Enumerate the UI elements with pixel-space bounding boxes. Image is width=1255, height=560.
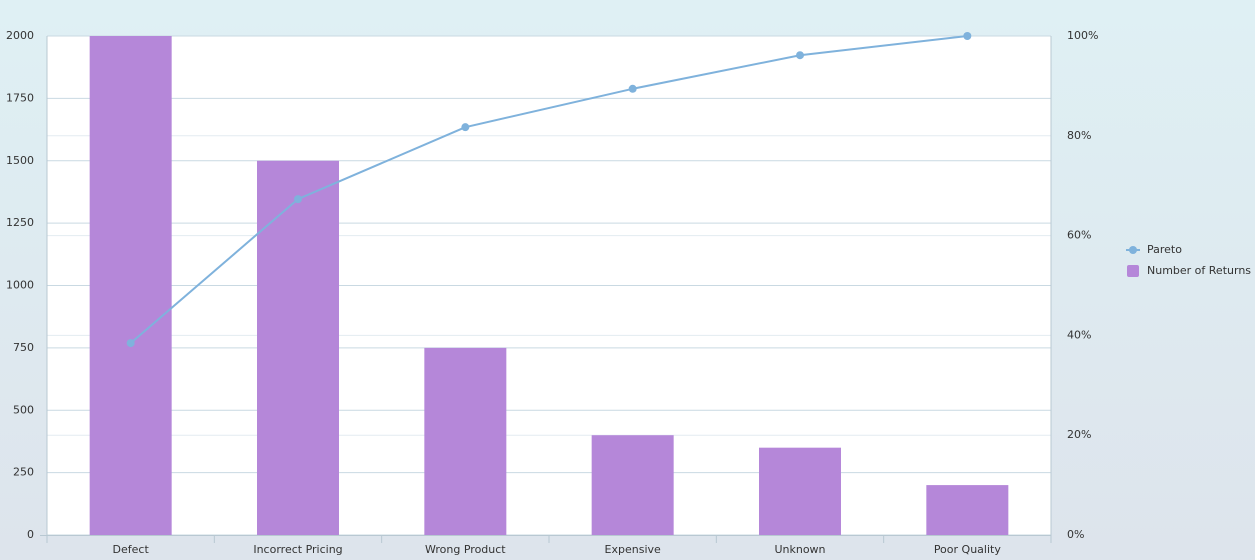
bar (89, 36, 172, 535)
x-tick-label: Incorrect Pricing (253, 543, 342, 556)
bar (759, 447, 841, 535)
y-tick-label: 1250 (6, 216, 34, 229)
y-tick-label: 0 (27, 528, 34, 541)
y2-tick-label: 60% (1067, 229, 1091, 242)
y2-tick-label: 40% (1067, 328, 1091, 341)
y2-tick-label: 0% (1067, 528, 1084, 541)
y-tick-label: 500 (13, 403, 34, 416)
y-tick-label: 1500 (6, 154, 34, 167)
marker (294, 195, 302, 204)
bar (424, 347, 507, 535)
marker (963, 32, 972, 40)
y-tick-label: 750 (13, 341, 34, 354)
marker (628, 84, 637, 93)
x-tick-label: Unknown (774, 543, 825, 556)
y-tick-label: 250 (13, 466, 34, 479)
bar (257, 160, 339, 535)
legend-label: Number of Returns (1147, 264, 1251, 277)
x-tick-label: Defect (113, 543, 150, 556)
x-tick-label: Expensive (605, 543, 661, 556)
x-tick-label: Poor Quality (934, 543, 1002, 556)
y-tick-label: 2000 (6, 29, 34, 42)
marker (126, 339, 135, 348)
x-tick-label: Wrong Product (425, 543, 506, 556)
line (130, 35, 968, 344)
bar (926, 485, 1009, 535)
y2-tick-label: 20% (1067, 428, 1091, 441)
legend-label: Pareto (1147, 243, 1182, 256)
y-tick-label: 1000 (6, 279, 34, 292)
marker (461, 123, 470, 132)
legend-swatch (1127, 265, 1139, 277)
marker (796, 51, 804, 60)
y2-tick-label: 100% (1067, 29, 1098, 42)
legend-marker (1129, 246, 1137, 254)
y2-tick-label: 80% (1067, 129, 1091, 142)
bar (591, 435, 674, 535)
y-tick-label: 1750 (6, 91, 34, 104)
